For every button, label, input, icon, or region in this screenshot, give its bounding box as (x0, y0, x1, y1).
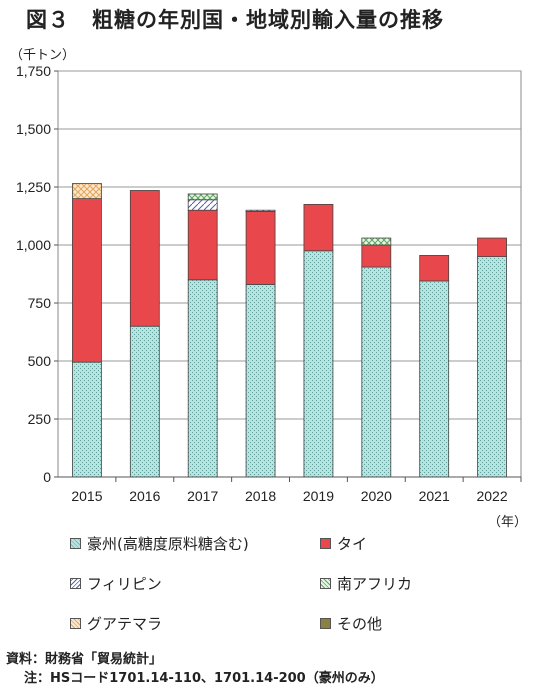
bar-segment-thailand-2019 (303, 203, 334, 252)
x-tick-label: 2018 (245, 488, 276, 504)
bar-segment-thailand-2022 (477, 237, 507, 257)
bar-segment-philippines-2018 (245, 209, 276, 212)
bar-segment-australia-2019 (303, 250, 334, 478)
y-tick-label: 1,500 (16, 121, 51, 137)
bar-segment-thailand-2021 (419, 255, 450, 282)
legend-swatch-guatemala (70, 618, 81, 629)
legend-label-philippines: フィリピン (87, 575, 162, 593)
x-axis-unit-label: （年） (488, 515, 528, 530)
x-tick-label: 2021 (419, 488, 450, 504)
legend-item-philippines: フィリピン (70, 573, 162, 594)
x-tick-label: 2015 (71, 488, 102, 504)
legend-label-guatemala: グアテマラ (87, 615, 163, 633)
y-tick-label: 1,000 (16, 237, 51, 253)
bar-segment-thailand-2020 (361, 244, 392, 268)
bar-segment-australia-2016 (129, 325, 160, 478)
bar-segment-australia-2021 (419, 280, 450, 478)
legend-label-australia: 豪州(高糖度原料糖含む) (87, 535, 249, 553)
plot-area-frame (57, 70, 522, 478)
legend-label-thailand: タイ (337, 535, 368, 553)
y-axis-unit-label: （千トン） (10, 48, 76, 63)
x-tick-label: 2019 (303, 488, 334, 504)
legend-item-australia: 豪州(高糖度原料糖含む) (70, 533, 249, 554)
bar-segment-australia-2020 (361, 266, 392, 478)
legend-swatch-australia (70, 538, 81, 549)
bar-segment-thailand-2018 (245, 210, 276, 285)
chart-notes: 資料：財務省「貿易統計」 注：HSコード1701.14-110、1701.14-… (6, 650, 384, 688)
x-tick-label: 2020 (361, 488, 392, 504)
x-tick-label: 2016 (129, 488, 160, 504)
bar-segment-thailand-2016 (129, 190, 160, 327)
legend-item-guatemala: グアテマラ (70, 613, 162, 634)
bar-segment-thailand-2015 (72, 198, 102, 363)
x-tick-label: 2022 (476, 488, 507, 504)
figure-number: 図３ (26, 8, 70, 32)
legend-item-other: その他 (320, 613, 382, 634)
bar-segment-south-africa-2017 (187, 193, 218, 201)
legend-swatch-philippines (70, 578, 81, 589)
legend-swatch-south-africa (320, 578, 331, 589)
y-tick-label: 750 (28, 295, 52, 311)
bar-segment-australia-2018 (245, 284, 276, 478)
legend-item-south-africa: 南アフリカ (320, 573, 412, 594)
bar-segment-australia-2022 (477, 256, 507, 478)
y-tick-label: 0 (43, 469, 51, 485)
y-tick-label: 1,250 (16, 179, 51, 195)
bar-segment-south-africa-2020 (361, 237, 392, 246)
legend-swatch-other (320, 618, 331, 629)
bar-segment-philippines-2017 (187, 199, 218, 211)
source-note: 資料：財務省「貿易統計」 (6, 652, 163, 667)
y-tick-label: 500 (28, 353, 52, 369)
chart-title: 図３ 粗糖の年別国・地域別輸入量の推移 (24, 4, 444, 34)
legend-label-south-africa: 南アフリカ (337, 575, 413, 593)
y-tick-label: 1,750 (16, 63, 51, 79)
legend-label-other: その他 (337, 615, 383, 633)
bar-segment-australia-2017 (187, 279, 218, 478)
bar-segment-thailand-2017 (187, 209, 218, 281)
bar-segment-australia-2015 (72, 361, 102, 478)
y-tick-label: 250 (28, 411, 52, 427)
bar-segment-guatemala-2015 (72, 183, 102, 200)
legend-item-thailand: タイ (320, 533, 367, 554)
legend-swatch-thailand (320, 538, 331, 549)
hs-code-note: 注：HSコード1701.14-110、1701.14-200（豪州のみ） (24, 671, 384, 686)
title-text: 粗糖の年別国・地域別輸入量の推移 (92, 8, 444, 32)
x-tick-label: 2017 (187, 488, 218, 504)
